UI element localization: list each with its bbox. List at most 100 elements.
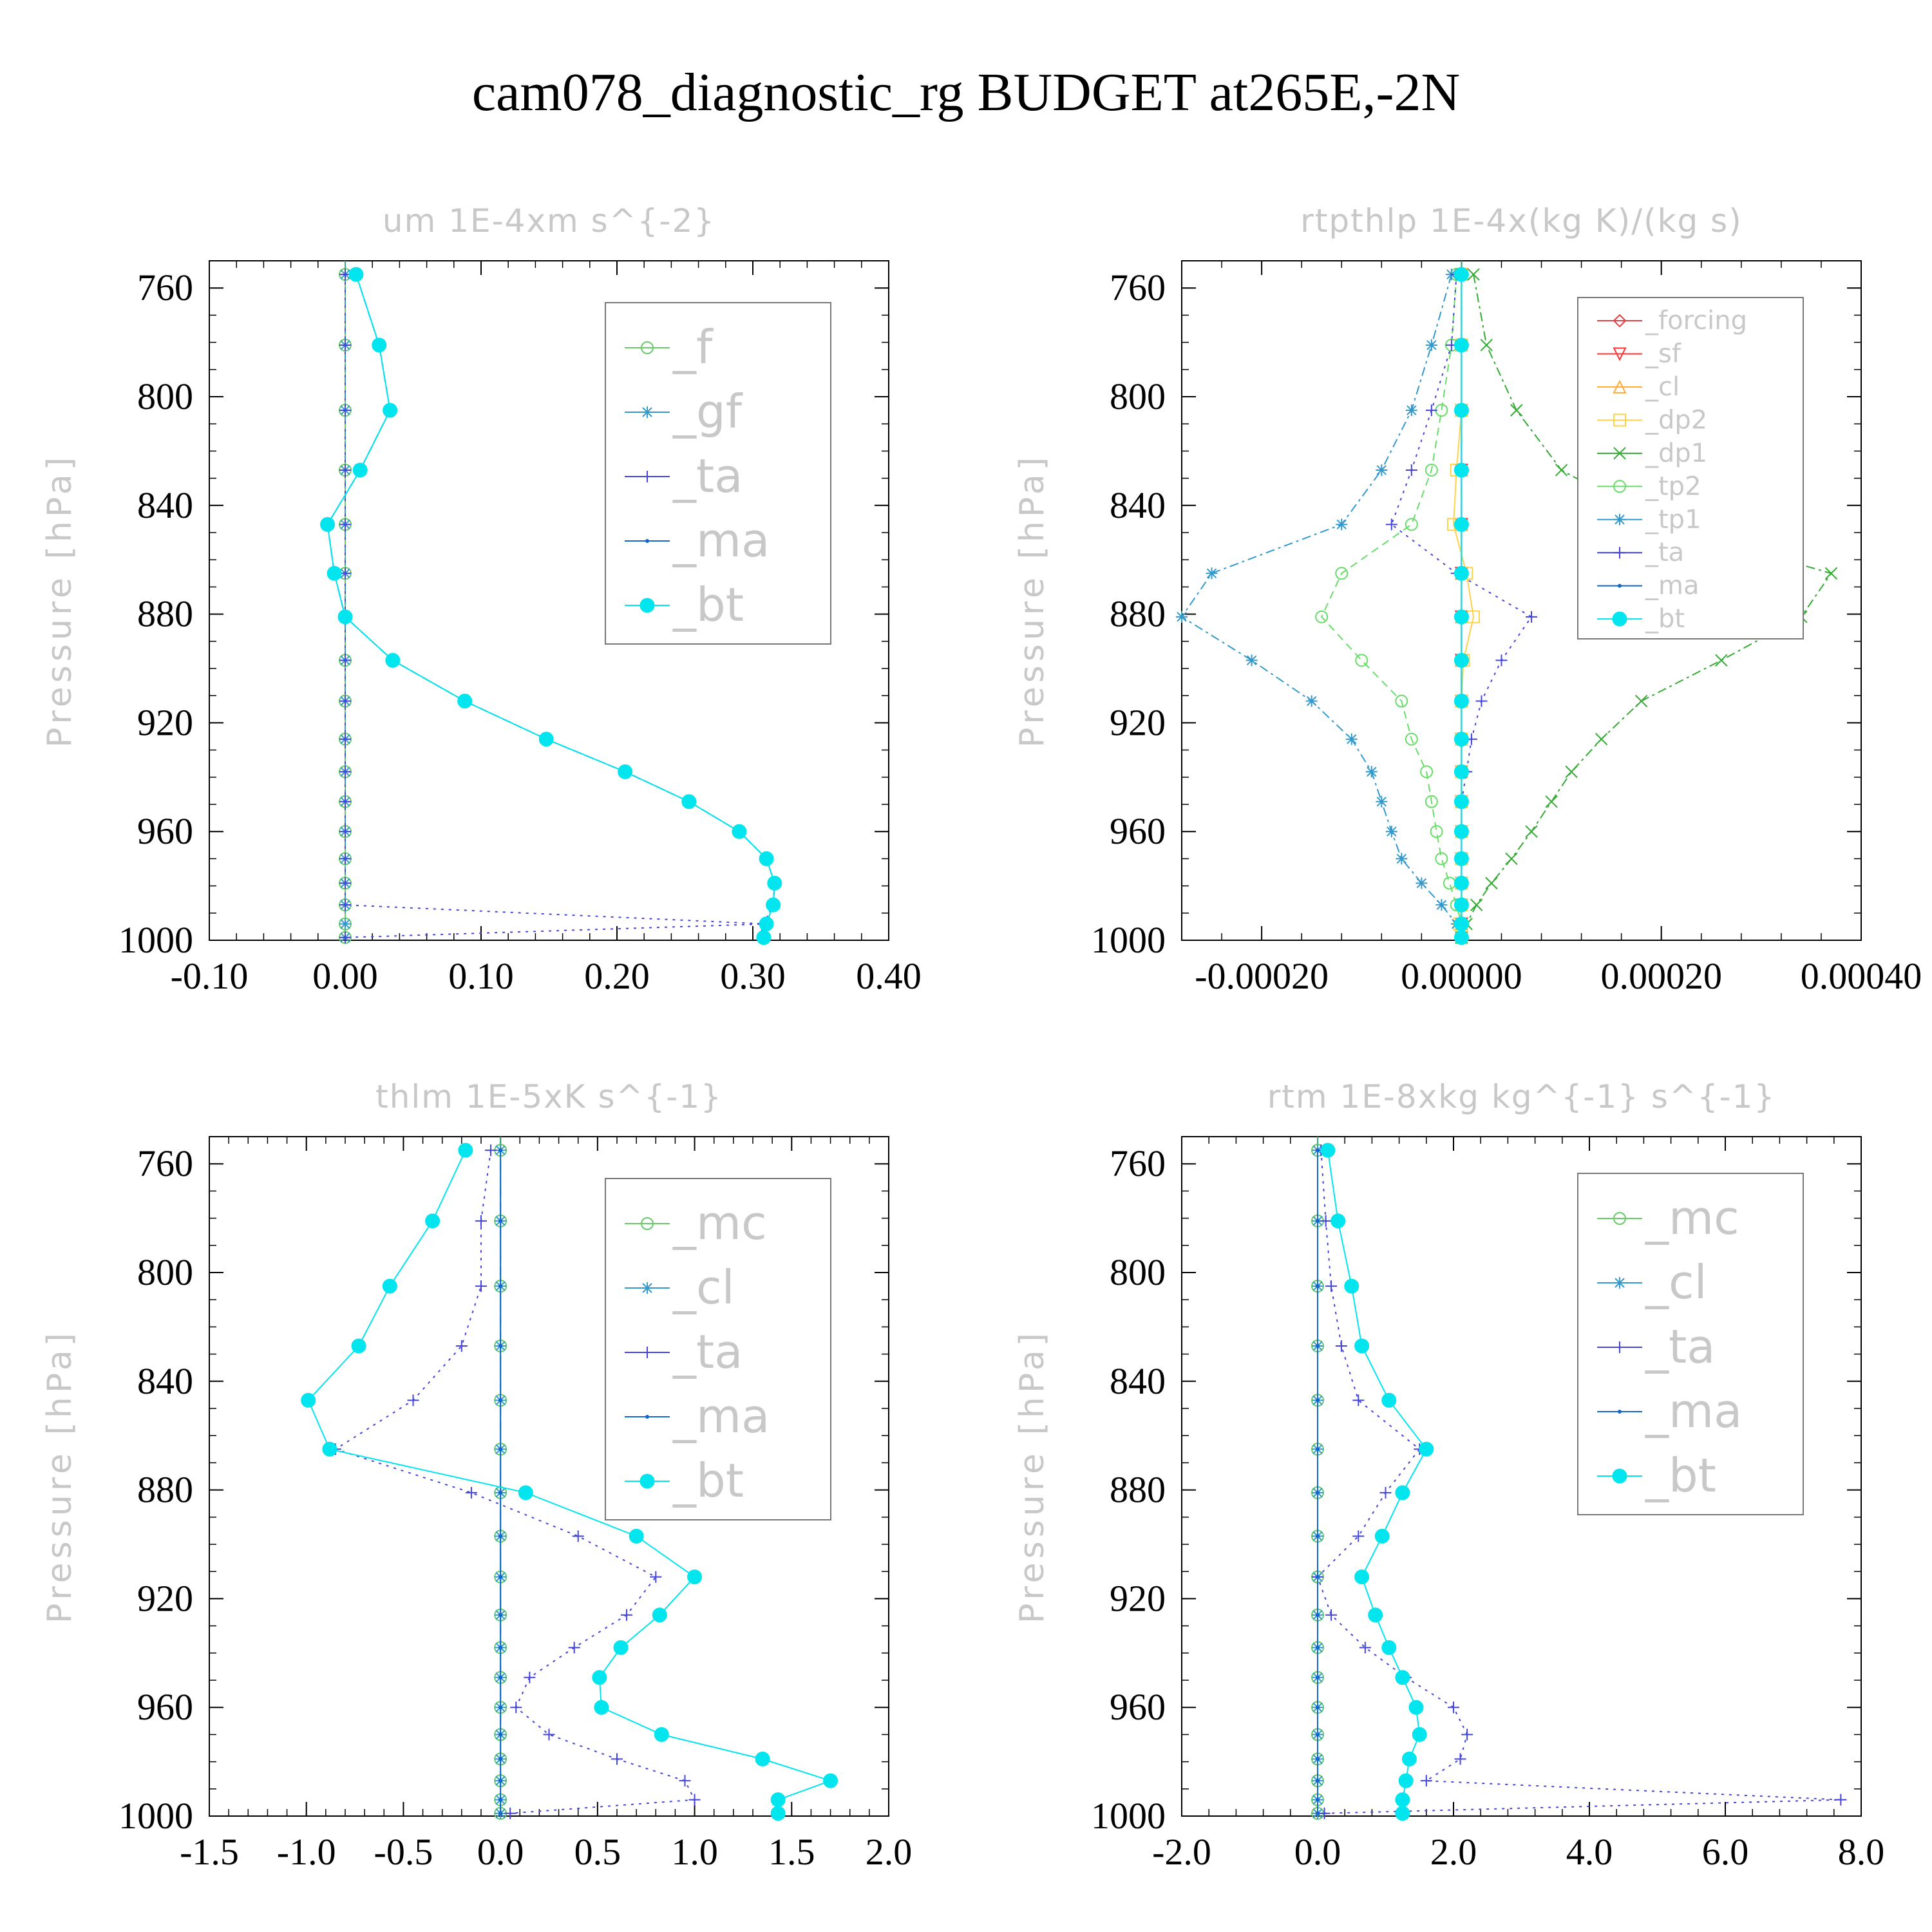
legend-entry: _dp2	[1645, 405, 1707, 435]
marker-filled	[1454, 851, 1469, 866]
marker-circle	[1430, 825, 1443, 838]
legend-entry: _cl	[1645, 1255, 1707, 1309]
marker-plus	[543, 1728, 555, 1741]
x-tick-label: -1.5	[180, 1831, 239, 1873]
legend: _mc _cl _ta _ma _bt	[605, 1178, 831, 1520]
legend-entry: _ma	[672, 513, 770, 567]
legend-entry: _ta	[1645, 538, 1684, 567]
marker-filled	[1354, 1569, 1370, 1585]
x-tick-label: 0.0	[477, 1831, 524, 1873]
marker-plus	[339, 518, 351, 531]
marker-cross	[1824, 567, 1838, 580]
marker-plus	[1325, 1280, 1338, 1293]
marker-filled	[613, 1640, 629, 1655]
marker-plus	[339, 766, 351, 778]
legend-entry: _bt	[672, 1454, 744, 1508]
marker-filled	[1419, 1441, 1434, 1457]
legend-entry: _ma	[1645, 571, 1699, 601]
marker-dot	[645, 539, 649, 543]
y-tick-label: 1000	[1091, 919, 1166, 961]
plot-frame	[209, 260, 889, 941]
marker-cross	[1510, 404, 1523, 417]
series-ma	[498, 1148, 503, 1815]
marker-plus	[339, 695, 351, 707]
marker-filled	[1395, 1806, 1410, 1821]
marker-plus	[1320, 1215, 1332, 1227]
legend-entry: _tp2	[1645, 471, 1701, 501]
marker-circle	[1315, 610, 1329, 623]
marker-filled	[1454, 462, 1469, 478]
x-tick-label: 2.0	[866, 1831, 913, 1873]
marker-filled	[1381, 1640, 1397, 1655]
y-tick-label: 920	[137, 1577, 193, 1619]
marker-dot	[498, 1218, 503, 1223]
page-title: cam078_diagnostic_rg BUDGET at265E,-2N	[471, 62, 1461, 122]
marker-square	[1613, 413, 1626, 427]
marker-dot	[1316, 1613, 1320, 1617]
marker-filled	[594, 1700, 609, 1715]
marker-filled	[1454, 875, 1469, 891]
marker-dot	[498, 1613, 503, 1617]
marker-plus	[1405, 464, 1417, 476]
marker-circle	[1435, 852, 1448, 866]
y-tick-label: 960	[1110, 1686, 1166, 1728]
series-line	[1327, 1150, 1427, 1814]
marker-filled	[518, 1485, 533, 1501]
y-tick-label: 760	[137, 267, 193, 308]
marker-dot	[1316, 1675, 1320, 1680]
x-tick-label: -2.0	[1152, 1831, 1211, 1873]
marker-filled	[458, 1142, 473, 1158]
marker-filled	[756, 930, 772, 945]
marker-plus	[1325, 1609, 1338, 1621]
marker-dot	[1316, 1575, 1320, 1579]
marker-dot	[1618, 1410, 1622, 1414]
marker-filled	[351, 1338, 366, 1354]
marker-plus	[1352, 1530, 1365, 1542]
marker-plus	[679, 1775, 691, 1787]
x-tick-label: 0.00	[312, 955, 378, 997]
marker-filled	[1454, 267, 1469, 282]
marker-plus	[339, 733, 351, 745]
marker-asterisk	[339, 918, 351, 930]
marker-filled	[770, 1792, 786, 1808]
marker-diamond	[1613, 314, 1627, 328]
plot-title: thlm 1E-5xK s^{-1}	[375, 1078, 723, 1115]
panel-3: thlm 1E-5xK s^{-1} Pressure [hPa] 760 800 84…	[41, 1078, 912, 1873]
marker-dot	[1316, 1218, 1320, 1223]
marker-plus	[1614, 547, 1625, 559]
marker-dot	[645, 1415, 649, 1419]
plot-frame	[1181, 1136, 1862, 1817]
x-tick-label: 0.30	[720, 955, 786, 997]
marker-dot	[1316, 1705, 1320, 1710]
marker-filled	[327, 565, 342, 581]
marker-filled	[382, 1278, 397, 1294]
marker-filled	[372, 337, 387, 353]
marker-filled	[1454, 516, 1469, 532]
marker-filled	[755, 1751, 770, 1766]
marker-filled	[1454, 402, 1469, 418]
marker-plus	[339, 931, 351, 943]
x-tick-label: -1.0	[277, 1831, 336, 1873]
series-bt	[1454, 267, 1469, 945]
marker-filled	[1398, 1773, 1414, 1788]
y-tick-label: 840	[1110, 1360, 1166, 1402]
marker-triangle-up	[1613, 379, 1627, 393]
marker-cross	[1595, 733, 1608, 746]
y-tick-label: 800	[137, 1251, 193, 1293]
marker-filled	[1454, 916, 1469, 932]
marker-filled	[1320, 1142, 1336, 1158]
marker-dot	[498, 1398, 503, 1403]
marker-filled	[385, 652, 401, 668]
marker-asterisk	[1345, 733, 1358, 745]
marker-dot	[1316, 1490, 1320, 1495]
marker-plus	[1461, 1728, 1473, 1741]
marker-dot	[1316, 1398, 1320, 1403]
marker-cross	[1715, 654, 1728, 667]
y-axis-label: Pressure [hPa]	[1013, 1329, 1052, 1624]
marker-asterisk	[1206, 567, 1218, 580]
series-bt	[1320, 1142, 1434, 1821]
marker-filled	[687, 1569, 703, 1585]
legend-box	[1577, 1173, 1804, 1515]
series-ma	[1316, 1148, 1320, 1815]
marker-plus	[475, 1215, 487, 1227]
